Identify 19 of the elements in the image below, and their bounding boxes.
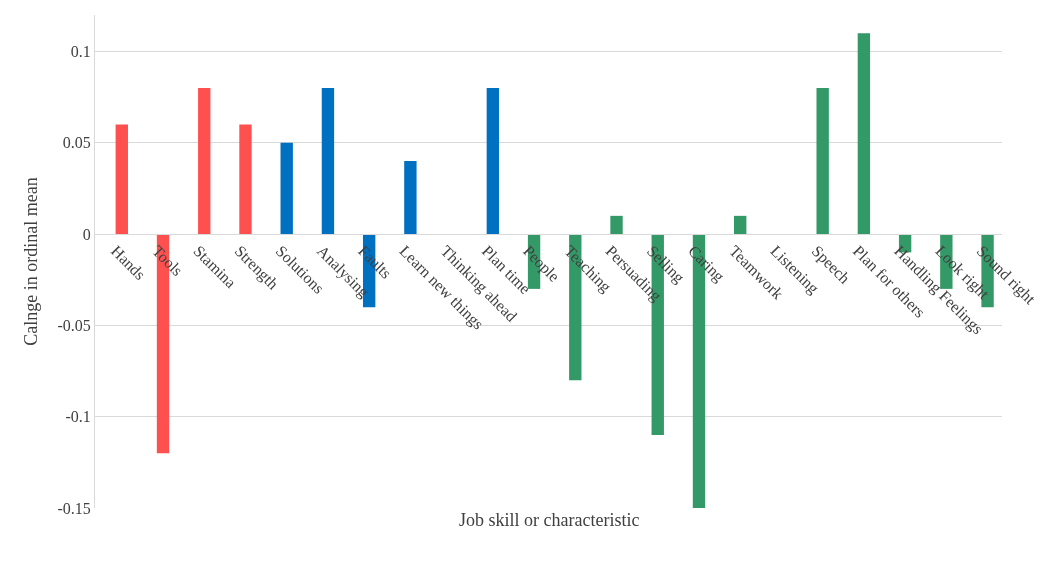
bar	[486, 88, 500, 235]
y-tick-label: 0.1	[70, 43, 91, 61]
bar	[115, 124, 128, 235]
y-axis-title: Calnge in ordinal mean	[20, 177, 41, 346]
bar	[404, 161, 417, 235]
bar	[610, 215, 623, 235]
bar	[816, 88, 829, 235]
y-tick-label: -0.05	[57, 317, 91, 335]
bar	[198, 88, 211, 235]
y-tick-label: 0	[82, 225, 91, 243]
bar	[857, 33, 871, 235]
x-axis-title: Job skill or characteristic	[459, 510, 640, 530]
bar	[321, 88, 335, 235]
y-tick-label: -0.15	[57, 499, 91, 517]
y-tick-label: -0.1	[65, 408, 91, 426]
bar	[239, 124, 252, 235]
y-tick-label: 0.05	[62, 134, 91, 152]
bar	[280, 142, 293, 235]
bar	[734, 215, 747, 235]
